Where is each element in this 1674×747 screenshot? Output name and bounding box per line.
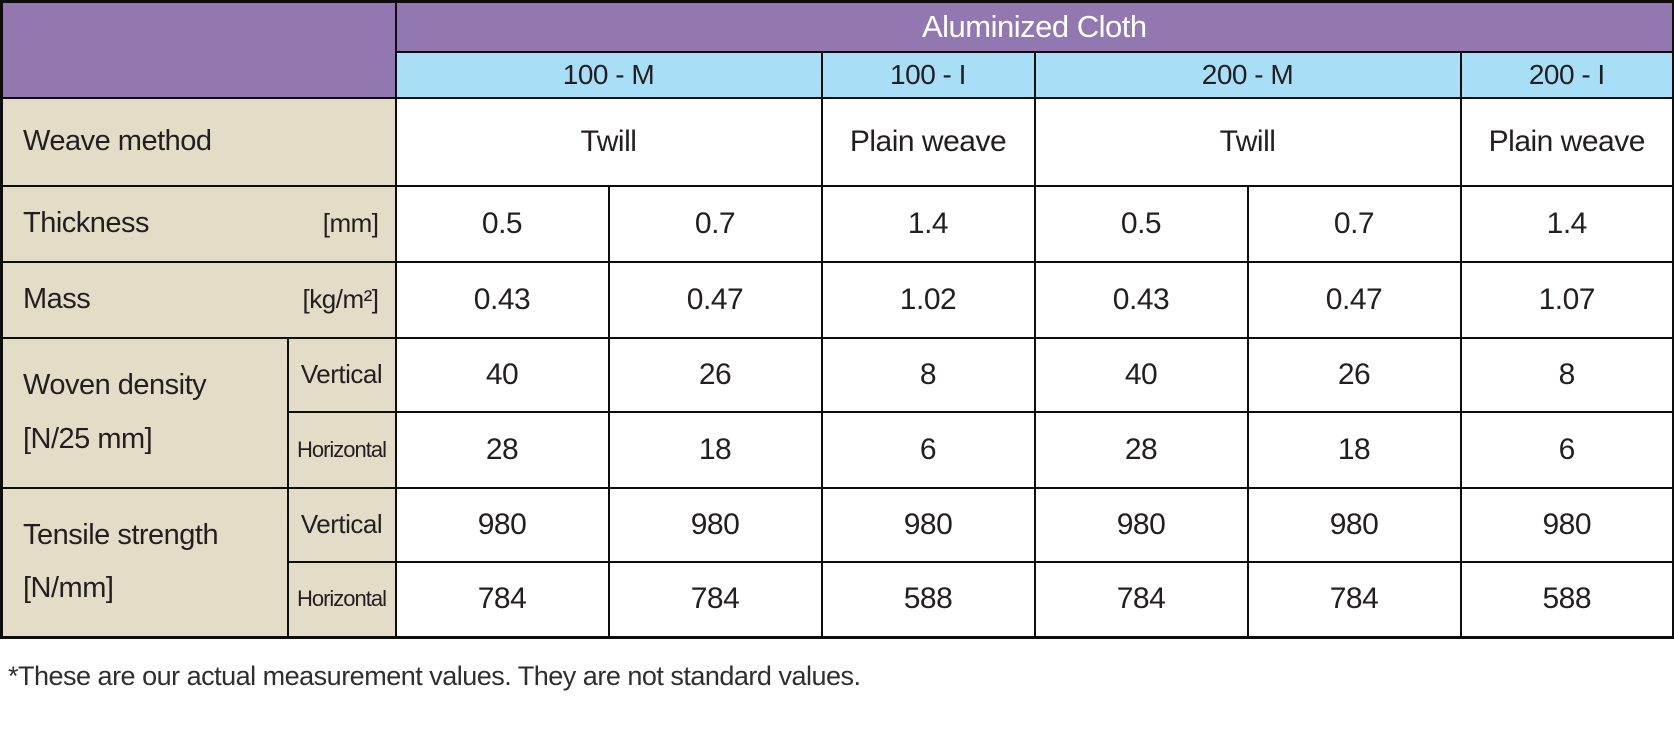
cell-mass: 0.47 — [607, 260, 823, 339]
row-unit: [N/25 mm] — [23, 422, 153, 455]
aluminized-cloth-spec-table: Aluminized Cloth 100 - M 100 - I 200 - M… — [0, 0, 1674, 639]
row-unit: [N/mm] — [23, 572, 114, 605]
cell-mass: 0.43 — [394, 260, 610, 339]
cell-weave-100m: Twill — [394, 96, 823, 187]
cell-tensile-horizontal: 784 — [394, 560, 610, 639]
cell-tensile-horizontal: 588 — [1459, 560, 1674, 639]
cell-woven-density-horizontal: 18 — [1246, 410, 1462, 489]
cell-tensile-vertical: 980 — [394, 486, 610, 563]
sub-row-label-vertical: Vertical — [286, 486, 397, 563]
row-label-weave-method: Weave method — [0, 96, 397, 187]
cell-weave-100i: Plain weave — [820, 96, 1036, 187]
row-unit: [mm] — [322, 208, 379, 238]
cell-woven-density-vertical: 8 — [1459, 336, 1674, 413]
row-label-woven-density: Woven density [N/25 mm] — [0, 336, 289, 489]
cell-tensile-vertical: 980 — [1246, 486, 1462, 563]
cell-tensile-vertical: 980 — [1459, 486, 1674, 563]
cell-thickness: 0.7 — [607, 184, 823, 263]
cell-tensile-horizontal: 784 — [607, 560, 823, 639]
cell-thickness: 0.5 — [394, 184, 610, 263]
cell-woven-density-horizontal: 6 — [820, 410, 1036, 489]
cell-mass: 1.02 — [820, 260, 1036, 339]
cell-woven-density-vertical: 26 — [1246, 336, 1462, 413]
cell-woven-density-horizontal: 28 — [394, 410, 610, 489]
cell-tensile-horizontal: 588 — [820, 560, 1036, 639]
cell-tensile-vertical: 980 — [820, 486, 1036, 563]
cell-mass: 0.43 — [1033, 260, 1249, 339]
row-label-mass: Mass [kg/m²] — [0, 260, 397, 339]
cell-woven-density-vertical: 40 — [394, 336, 610, 413]
cell-thickness: 0.7 — [1246, 184, 1462, 263]
row-unit: [kg/m²] — [302, 284, 379, 314]
cell-weave-200m: Twill — [1033, 96, 1462, 187]
cell-tensile-vertical: 980 — [607, 486, 823, 563]
cell-mass: 0.47 — [1246, 260, 1462, 339]
sub-row-label-horizontal: Horizontal — [286, 560, 397, 639]
cell-woven-density-horizontal: 28 — [1033, 410, 1249, 489]
cell-tensile-horizontal: 784 — [1033, 560, 1249, 639]
column-header-100-m: 100 - M — [394, 50, 823, 99]
sub-row-label-vertical: Vertical — [286, 336, 397, 413]
row-label-text: Weave method — [23, 125, 212, 157]
table-title: Aluminized Cloth — [394, 0, 1674, 53]
row-label-text: Mass — [23, 283, 91, 315]
cell-tensile-horizontal: 784 — [1246, 560, 1462, 639]
row-label-tensile-strength: Tensile strength [N/mm] — [0, 486, 289, 639]
cell-thickness: 1.4 — [820, 184, 1036, 263]
cell-thickness: 0.5 — [1033, 184, 1249, 263]
row-label-text: Thickness — [23, 207, 150, 239]
cell-woven-density-vertical: 26 — [607, 336, 823, 413]
column-header-200-i: 200 - I — [1459, 50, 1674, 99]
sub-row-label-horizontal: Horizontal — [286, 410, 397, 489]
corner-cell — [0, 0, 397, 99]
row-label-text: Tensile strength — [23, 518, 219, 551]
cell-tensile-vertical: 980 — [1033, 486, 1249, 563]
cell-woven-density-horizontal: 18 — [607, 410, 823, 489]
cell-woven-density-vertical: 8 — [820, 336, 1036, 413]
column-header-200-m: 200 - M — [1033, 50, 1462, 99]
footnote: *These are our actual measurement values… — [8, 661, 861, 691]
cell-thickness: 1.4 — [1459, 184, 1674, 263]
row-label-thickness: Thickness [mm] — [0, 184, 397, 263]
column-header-100-i: 100 - I — [820, 50, 1036, 99]
row-label-text: Woven density — [23, 368, 207, 401]
cell-woven-density-vertical: 40 — [1033, 336, 1249, 413]
cell-weave-200i: Plain weave — [1459, 96, 1674, 187]
cell-woven-density-horizontal: 6 — [1459, 410, 1674, 489]
cell-mass: 1.07 — [1459, 260, 1674, 339]
